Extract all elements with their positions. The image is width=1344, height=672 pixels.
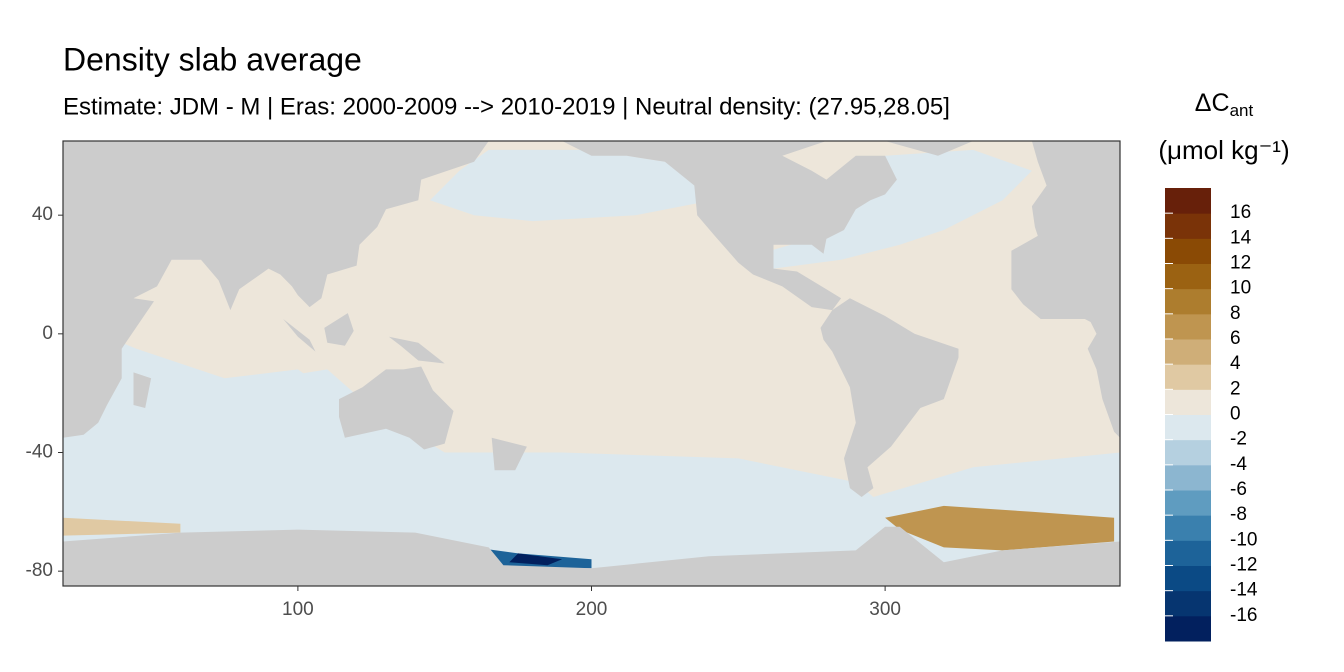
ocean-region [63,319,339,438]
legend-label: -8 [1230,504,1247,525]
y-tick-label: -40 [26,442,53,463]
x-tick-label: 100 [282,599,314,620]
colorbar-bin [1165,288,1211,315]
colorbar-bin [1165,590,1211,617]
ocean-region [509,553,563,566]
y-tick-label: 40 [32,204,53,225]
ocean-region [430,149,709,222]
y-tick-label: -80 [26,560,53,581]
colorbar-bin [1165,313,1211,340]
colorbar-bin [1165,540,1211,566]
legend-label: 0 [1230,404,1241,425]
colorbar-bin [1165,364,1211,390]
land [133,372,152,408]
land [1011,141,1120,438]
legend-title: ΔCant [1195,89,1254,121]
colorbar-bin [1165,490,1211,516]
legend-label: -6 [1230,479,1247,500]
colorbar-bin [1165,389,1211,415]
legend-title-subscript: ant [1230,101,1254,120]
legend-label: 16 [1230,202,1251,223]
x-tick-label: 300 [869,599,901,620]
land [283,319,316,352]
land [324,313,354,346]
legend-label: -4 [1230,454,1247,475]
land [885,141,974,156]
x-tick-label: 200 [576,599,608,620]
map-layer [63,141,1120,586]
map [62,140,1121,587]
y-tick-label: 0 [42,323,53,344]
colorbar-bin [1165,439,1211,466]
chart-title: Density slab average [63,41,362,77]
land [491,437,527,471]
land [63,526,1120,586]
land [820,298,959,497]
legend-label: -12 [1230,555,1257,576]
legend-label: 4 [1230,353,1241,374]
legend-label: -10 [1230,529,1257,550]
ocean-region [63,517,181,536]
colorbar-bin [1165,565,1211,592]
land [339,366,454,450]
legend-label: 12 [1230,253,1251,274]
land [562,141,897,311]
colorbar-bin [1165,615,1211,642]
legend-label: 10 [1230,278,1251,299]
legend-label: -14 [1230,580,1258,601]
legend-label: 2 [1230,378,1241,399]
legend-label: -16 [1230,605,1257,626]
land [388,336,445,364]
land [63,141,489,438]
legend-title-main: ΔC [1195,89,1230,117]
colorbar-bin [1165,188,1211,214]
colorbar-bin [1165,464,1211,491]
ocean-region [885,505,1115,551]
colorbar-bin [1165,213,1211,239]
legend-unit: (μmol kg⁻¹) [1158,135,1289,165]
colorbar-bin [1165,414,1211,441]
chart-subtitle: Estimate: JDM - M | Eras: 2000-2009 --> … [63,93,950,120]
colorbar-bin [1165,263,1211,290]
legend-label: 8 [1230,303,1241,324]
colorbar-bin [1165,339,1211,365]
legend-label: -2 [1230,429,1247,450]
colorbar-bin [1165,238,1211,264]
legend-label: 14 [1230,227,1252,248]
colorbar-bin [1165,515,1211,541]
legend-label: 6 [1230,328,1241,349]
